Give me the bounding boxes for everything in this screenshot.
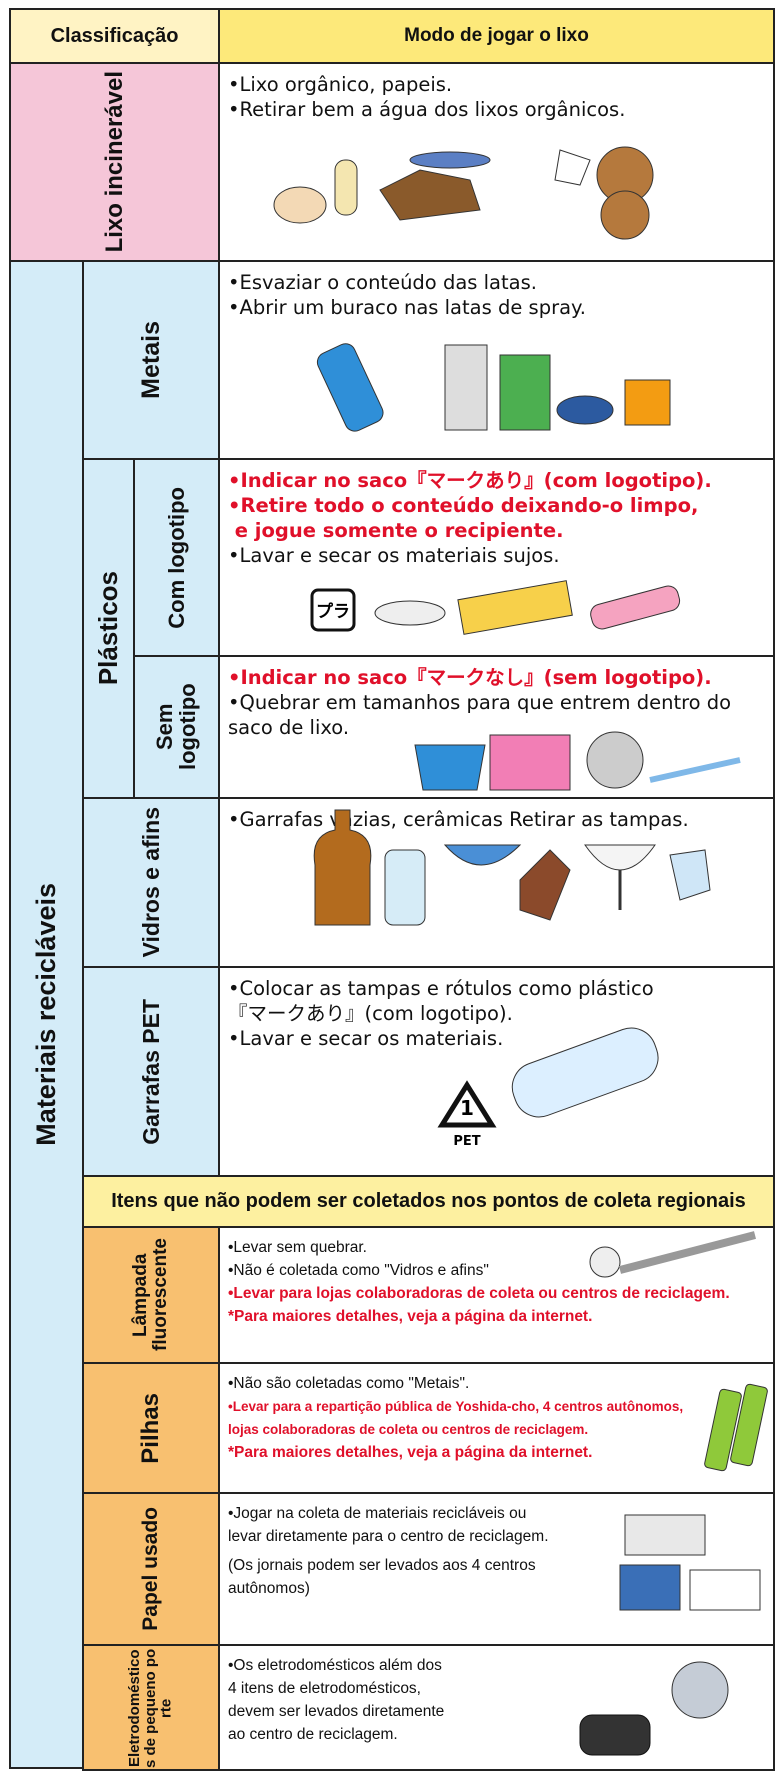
- instruction-line: •Retirar bem a água dos lixos orgânicos.: [228, 98, 626, 121]
- group-label: Plásticos: [82, 458, 135, 799]
- instruction-line: •Levar para a repartição pública de Yosh…: [228, 1399, 684, 1414]
- no-logo-items: [414, 731, 741, 791]
- instruction-line: •Retire todo o conteúdo deixando-o limpo…: [228, 494, 699, 517]
- row-label: Eletrodomésticos de pequeno porte: [82, 1644, 220, 1771]
- pet-number: 1: [460, 1096, 474, 1120]
- row-content: •Indicar no saco『マークなし』(sem logotipo). •Q…: [218, 655, 775, 799]
- instruction-line: •Os eletrodomésticos além dos: [228, 1657, 442, 1674]
- header-classification: Classificação: [9, 8, 220, 64]
- pla-icon: プラ: [310, 580, 681, 635]
- instruction-line: *Para maiores detalhes, veja a página da…: [228, 1308, 593, 1325]
- instruction-line: •Quebrar em tamanhos para que entrem den…: [228, 691, 732, 714]
- instruction-line: devem ser levados diretamente: [228, 1703, 445, 1720]
- row-content: •Não são coletadas como "Metais". •Levar …: [218, 1362, 775, 1494]
- row-label: Vidros e afins: [82, 797, 220, 968]
- instruction-line: lojas colaboradoras de coleta ou centros…: [228, 1422, 589, 1437]
- instruction-line: •Indicar no saco『マークなし』(sem logotipo).: [228, 666, 712, 689]
- instruction-line: •Garrafas vazias, cerâmicas Retirar as t…: [228, 808, 689, 831]
- instruction-line: •Levar para lojas colaboradoras de colet…: [228, 1285, 730, 1302]
- instruction-line: •Não é coletada como "Vidros e afins": [228, 1262, 489, 1279]
- instruction-line: •Levar sem quebrar.: [228, 1239, 367, 1256]
- instruction-line: •Abrir um buraco nas latas de spray.: [228, 296, 586, 319]
- instruction-line: autônomos): [228, 1580, 310, 1597]
- row-content: •Colocar as tampas e rótulos como plásti…: [218, 966, 775, 1177]
- instruction-line: 『マークあり』(com logotipo).: [228, 1002, 513, 1025]
- battery-items: [704, 1383, 768, 1472]
- instruction-line: •Jogar na coleta de materiais reciclávei…: [228, 1505, 527, 1522]
- instruction-line: •Lavar e secar os materiais.: [228, 1027, 504, 1050]
- instruction-line: ao centro de reciclagem.: [228, 1726, 398, 1743]
- incinerable-items: [273, 146, 654, 240]
- instruction-line: •Lavar e secar os materiais sujos.: [228, 544, 560, 567]
- row-label: Com logotipo: [133, 458, 220, 657]
- pet-symbol: 1 PET: [437, 1027, 659, 1149]
- appliance-items: [579, 1661, 729, 1756]
- row-label: Lâmpada fluorescente: [82, 1226, 220, 1364]
- instruction-line: •Esvaziar o conteúdo das latas.: [228, 271, 537, 294]
- instruction-line: e jogue somente o recipiente.: [228, 519, 564, 542]
- instruction-line: (Os jornais podem ser levados aos 4 cent…: [228, 1557, 536, 1574]
- row-content: •Lixo orgânico, papeis. •Retirar bem a ág…: [218, 62, 775, 262]
- glass-items: [313, 809, 711, 926]
- row-content: •Levar sem quebrar. •Não é coletada como …: [218, 1226, 775, 1364]
- instruction-line: levar diretamente para o centro de recic…: [228, 1528, 549, 1545]
- row-label: Papel usado: [82, 1492, 220, 1646]
- instruction-line: •Não são coletadas como "Metais".: [228, 1375, 470, 1392]
- group-label: Materiais recicláveis: [9, 260, 84, 1769]
- instruction-line: •Colocar as tampas e rótulos como plásti…: [228, 977, 654, 1000]
- instruction-line: saco de lixo.: [228, 716, 350, 739]
- pet-label: PET: [453, 1134, 480, 1149]
- lamp-items: [589, 1231, 757, 1278]
- instruction-line: •Lixo orgânico, papeis.: [228, 73, 453, 96]
- instruction-line: •Indicar no saco『マークあり』(com logotipo).: [228, 469, 712, 492]
- row-label: Sem logotipo: [133, 655, 220, 799]
- paper-items: [619, 1514, 761, 1611]
- row-content: •Jogar na coleta de materiais reciclávei…: [218, 1492, 775, 1646]
- instruction-line: 4 itens de eletrodomésticos,: [228, 1680, 421, 1697]
- metal-items: [316, 343, 671, 432]
- pla-text: プラ: [316, 601, 350, 622]
- row-label: Metais: [82, 260, 220, 460]
- row-content: •Esvaziar o conteúdo das latas. •Abrir um…: [218, 260, 775, 460]
- instruction-line: *Para maiores detalhes, veja a página da…: [228, 1444, 593, 1461]
